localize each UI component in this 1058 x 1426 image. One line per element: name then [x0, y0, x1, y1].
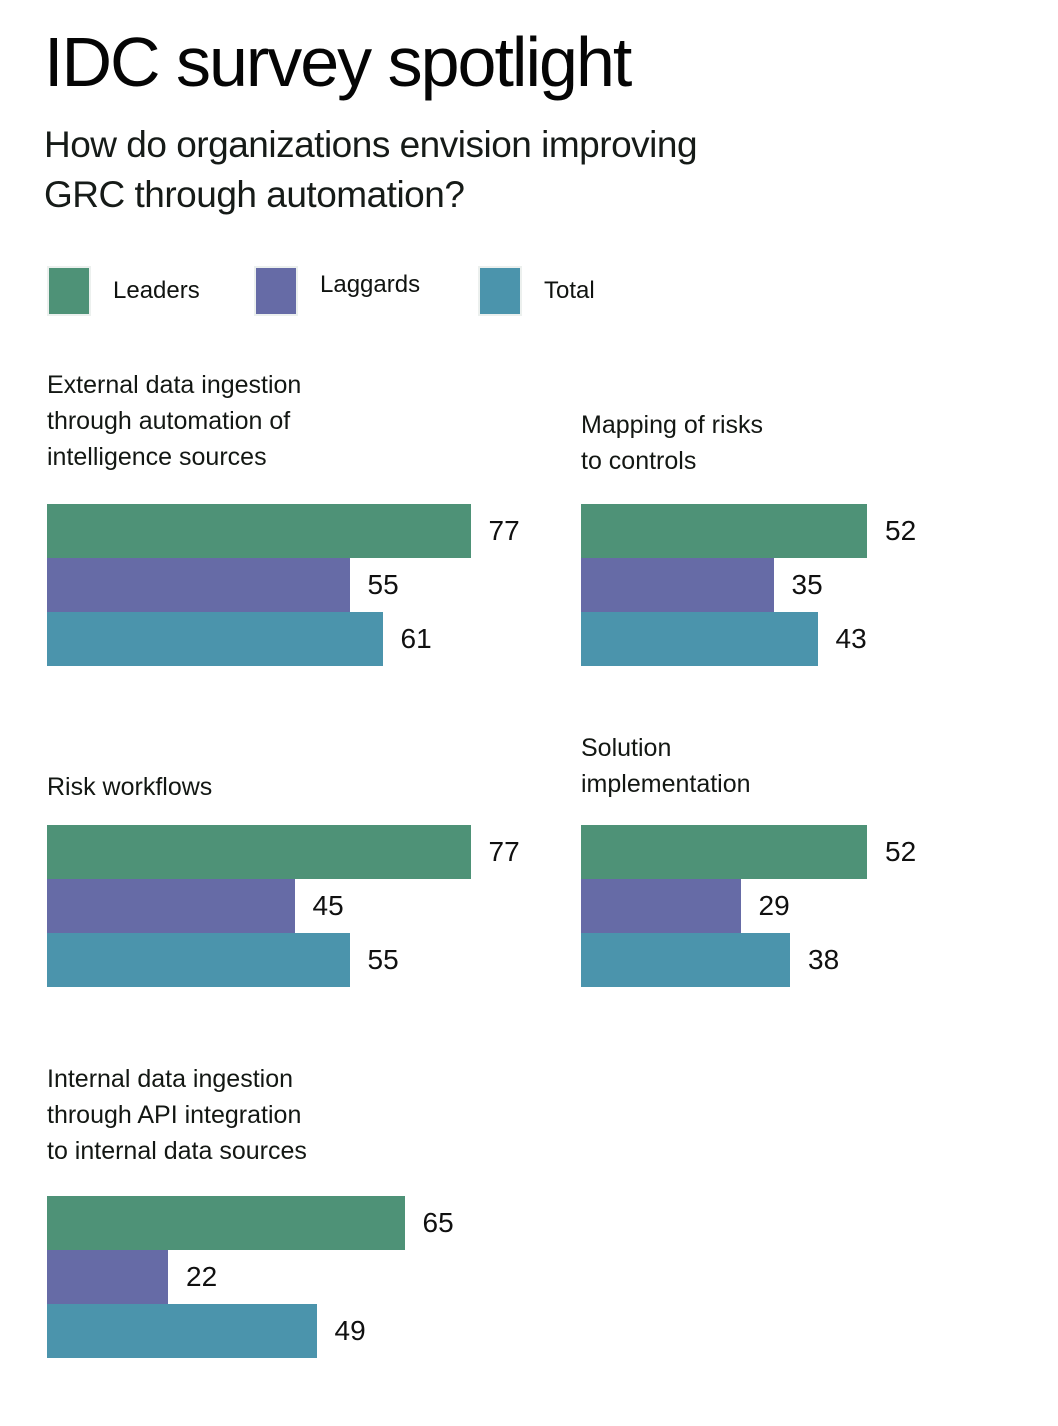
bar-value: 77: [488, 836, 520, 867]
bar-total: [47, 612, 383, 666]
bar-value: 61: [400, 623, 432, 654]
bar-row: 77: [47, 504, 520, 558]
bar-row: 52: [581, 504, 916, 558]
bar-value: 55: [367, 569, 399, 600]
legend-label-laggards: Laggards: [320, 271, 421, 298]
chart-group-label-internal-data-ingestion: Internal data ingestion through API inte…: [47, 1065, 307, 1165]
bar-value: 35: [791, 569, 823, 600]
bar-laggards: [581, 558, 774, 612]
bar-row: 61: [47, 612, 520, 666]
bar-value: 29: [758, 890, 790, 921]
bar-row: 38: [581, 933, 916, 987]
bar-total: [47, 1304, 317, 1358]
bar-value: 52: [885, 515, 917, 546]
bar-row: 65: [47, 1196, 454, 1250]
chart-group-label-risk-workflows: Risk workflows: [47, 773, 213, 801]
bar-row: 49: [47, 1304, 454, 1358]
bar-value: 43: [835, 623, 867, 654]
bar-row: 43: [581, 612, 916, 666]
bar-value: 65: [422, 1207, 454, 1238]
bar-leaders: [581, 504, 867, 558]
bar-total: [47, 933, 350, 987]
legend-swatch-laggards: [256, 268, 296, 314]
bar-value: 22: [186, 1261, 218, 1292]
bar-value: 49: [334, 1315, 366, 1346]
bar-total: [581, 612, 818, 666]
legend-swatch-leaders: [49, 268, 89, 314]
chart-group-bars-internal-data-ingestion: 65 22 49: [47, 1196, 454, 1358]
chart-group-bars-risk-workflows: 77 45 55: [47, 825, 520, 987]
bar-laggards: [47, 879, 295, 933]
bar-total: [581, 933, 790, 987]
bar-leaders: [47, 504, 471, 558]
chart-group-label-solution-implementation: Solution implementation: [581, 734, 751, 798]
bar-value: 38: [808, 944, 840, 975]
bar-laggards: [47, 1250, 168, 1304]
bar-row: 52: [581, 825, 916, 879]
bar-row: 29: [581, 879, 916, 933]
bar-row: 45: [47, 879, 520, 933]
bar-leaders: [581, 825, 867, 879]
legend-item-leaders: Leaders: [49, 268, 200, 314]
legend-label-leaders: Leaders: [113, 277, 200, 304]
bar-value: 55: [367, 944, 399, 975]
chart-group-bars-solution-implementation: 52 29 38: [581, 825, 916, 987]
legend-swatch-total: [480, 268, 520, 314]
chart-group-label-external-data-ingestion: External data ingestion through automati…: [47, 371, 302, 471]
page-title: IDC survey spotlight: [44, 23, 632, 101]
legend-label-total: Total: [544, 277, 595, 304]
chart-group-bars-mapping-of-risks: 52 35 43: [581, 504, 916, 666]
bar-laggards: [581, 879, 741, 933]
legend-item-total: Total: [480, 268, 595, 314]
bar-leaders: [47, 1196, 405, 1250]
legend-item-laggards: Laggards: [256, 268, 420, 314]
page-subtitle: How do organizations envision improving …: [44, 124, 698, 215]
bar-value: 45: [312, 890, 344, 921]
bar-row: 55: [47, 558, 520, 612]
bar-leaders: [47, 825, 471, 879]
chart-group-bars-external-data-ingestion: 77 55 61: [47, 504, 520, 666]
bar-value: 77: [488, 515, 520, 546]
bar-row: 55: [47, 933, 520, 987]
bar-laggards: [47, 558, 350, 612]
bar-row: 77: [47, 825, 520, 879]
bar-value: 52: [885, 836, 917, 867]
bar-row: 35: [581, 558, 916, 612]
chart-group-label-mapping-of-risks: Mapping of risks to controls: [581, 411, 764, 475]
bar-row: 22: [47, 1250, 454, 1304]
